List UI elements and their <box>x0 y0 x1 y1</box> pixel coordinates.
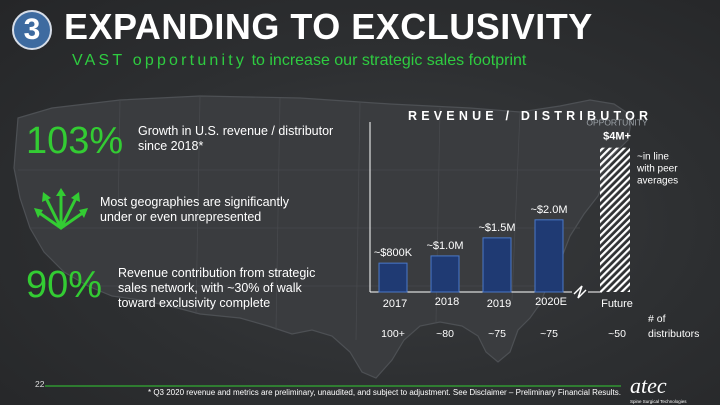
chart-bar <box>534 219 564 293</box>
chart-bar <box>482 237 512 293</box>
chart-title: REVENUE / DISTRIBUTOR <box>408 109 653 123</box>
footnote: * Q3 2020 revenue and metrics are prelim… <box>148 388 621 397</box>
slide-subtitle: VAST opportunity to increase our strateg… <box>72 52 526 70</box>
subtitle-emphasis: VAST opportunity <box>72 52 248 69</box>
chart-data-label: ~$1.0M <box>427 240 464 252</box>
distributor-count: ~80 <box>436 328 454 340</box>
distributors-label: # of <box>648 313 666 325</box>
chart-data-label: ~$2.0M <box>531 204 568 216</box>
distributor-count: ~75 <box>540 328 558 340</box>
chart-bar <box>430 255 460 293</box>
stat-growth-value: 103% <box>26 120 124 162</box>
expand-arrows-icon <box>34 188 88 230</box>
section-number-badge: 3 <box>12 10 52 50</box>
chart-bar <box>378 262 408 293</box>
distributor-count: ~50 <box>608 328 626 340</box>
distributors-label: distributors <box>648 328 699 340</box>
distributor-count: 100+ <box>381 328 405 340</box>
chart-category-label: Future <box>601 298 633 310</box>
logo-tagline: Spine Surgical Technologies <box>630 399 687 404</box>
chart-future-note: averages <box>637 176 678 187</box>
chart-data-label-future: $4M+ <box>603 131 631 143</box>
chart-future-note: with peer <box>636 164 678 175</box>
slide-title: EXPANDING TO EXCLUSIVITY <box>64 6 593 47</box>
stat-contribution-description: Revenue contribution from strategic sale… <box>118 266 316 310</box>
stat-growth-description: Growth in U.S. revenue / distributor sin… <box>138 124 334 153</box>
chart-category-label: 2019 <box>487 298 511 310</box>
chart-data-label: ~$1.5M <box>479 222 516 234</box>
subtitle-rest: to increase our strategic sales footprin… <box>247 52 527 69</box>
chart-future-note: ~in line <box>637 152 669 163</box>
section-number: 3 <box>23 13 41 46</box>
chart-future-prefix: OPPORTUNITY <box>586 118 648 128</box>
chart-category-label: 2018 <box>435 296 459 308</box>
lightning-break-icon <box>573 285 587 299</box>
company-logo: atec Spine Surgical Technologies <box>630 373 710 404</box>
chart-category-label: 2020E <box>535 296 567 308</box>
page-number: 22 <box>35 379 45 389</box>
stat-contribution-value: 90% <box>26 264 103 306</box>
chart-data-label: ~$800K <box>374 247 413 259</box>
logo-wordmark: atec <box>630 373 667 398</box>
footer-rule <box>45 385 621 387</box>
chart-bar-future <box>600 147 630 292</box>
chart-category-label: 2017 <box>383 298 407 310</box>
distributor-count: ~75 <box>488 328 506 340</box>
stat-geography-description: Most geographies are significantly under… <box>100 195 289 224</box>
